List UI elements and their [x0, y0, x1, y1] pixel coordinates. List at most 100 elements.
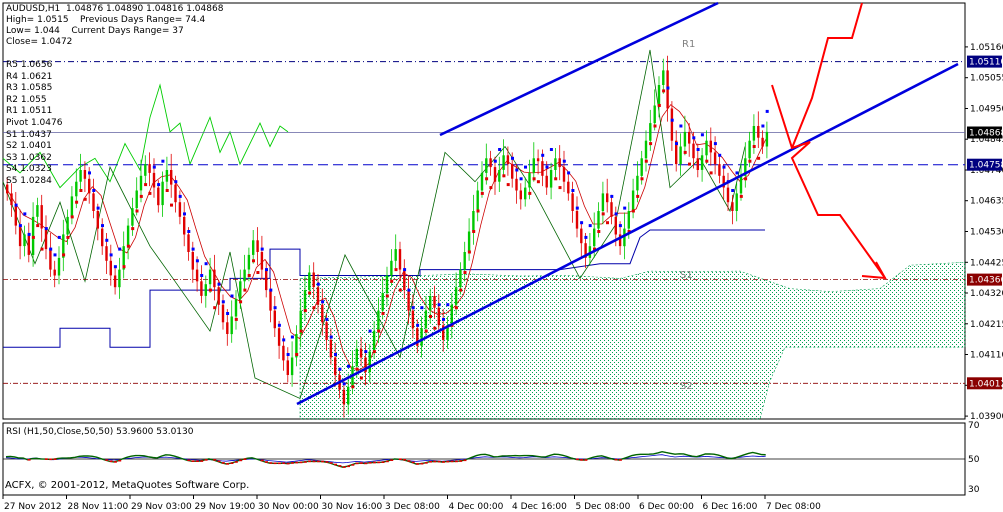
- rsi-below-mark: [424, 462, 428, 464]
- sar-dot: [683, 150, 687, 154]
- sar-dot: [429, 315, 432, 318]
- sar-dot: [385, 294, 389, 298]
- sar-dot: [66, 235, 70, 239]
- candle-body: [88, 178, 91, 194]
- sar-dot: [325, 317, 329, 321]
- sar-dot: [584, 235, 588, 239]
- rsi-below-mark: [221, 462, 225, 464]
- x-tick-label: 4 Dec 00:00: [449, 502, 504, 512]
- high-line: High= 1.0515 Previous Days Range= 74.4: [6, 15, 206, 25]
- sar-dot: [88, 171, 91, 175]
- candle-body: [437, 307, 440, 326]
- sar-dot: [27, 232, 31, 236]
- rsi-below-mark: [49, 458, 53, 461]
- candle-body: [398, 249, 402, 270]
- candle-body: [567, 181, 570, 194]
- candle-body: [662, 70, 665, 85]
- rsi-below-mark: [105, 459, 109, 461]
- candle-body: [515, 178, 518, 191]
- candle-body: [394, 249, 397, 261]
- candle-body: [420, 328, 423, 346]
- sar-dot: [549, 148, 553, 151]
- sar-dot: [256, 271, 260, 274]
- price-tag-box: [967, 158, 1002, 171]
- sar-dot: [113, 265, 117, 269]
- candle-body: [480, 172, 484, 191]
- sar-dot: [502, 174, 506, 178]
- candle-body: [256, 240, 259, 252]
- y-tick-label: 1.04530: [970, 228, 1003, 238]
- sar-dot: [515, 168, 519, 172]
- rsi-below-mark: [325, 461, 329, 463]
- candle-body: [472, 211, 475, 232]
- candle-body: [407, 290, 410, 311]
- sar-dot: [290, 335, 294, 339]
- sar-dot: [148, 191, 152, 195]
- rsi-below-mark: [195, 460, 199, 462]
- sar-dot: [739, 194, 743, 198]
- sar-dot: [390, 279, 394, 283]
- candle-body: [532, 158, 535, 173]
- candle-body: [761, 137, 764, 147]
- rsi-below-mark: [338, 465, 342, 467]
- rsi-below-mark: [433, 460, 437, 463]
- candle-body: [571, 193, 574, 211]
- sar-dot: [44, 227, 48, 231]
- sar-dot: [165, 189, 169, 192]
- candle-body: [748, 140, 751, 159]
- price-tag-box: [967, 273, 1002, 286]
- candle-body: [70, 196, 74, 217]
- sar-dot: [303, 309, 307, 313]
- candle-body: [575, 211, 579, 229]
- candle-body: [62, 234, 65, 258]
- candle-body: [122, 246, 125, 270]
- rsi-below-mark: [381, 461, 385, 463]
- sar-dot: [575, 206, 579, 210]
- sar-dot: [588, 224, 592, 228]
- rsi-below-mark: [282, 462, 286, 464]
- s2-label: S2: [680, 381, 693, 392]
- rsi-below-mark: [316, 460, 320, 463]
- sar-dot: [377, 329, 381, 333]
- sar-dot: [511, 156, 514, 160]
- candle-body: [744, 158, 747, 176]
- candle-body: [610, 202, 613, 217]
- candle-body: [593, 228, 596, 247]
- sar-dot: [273, 306, 277, 310]
- sar-dot: [213, 306, 217, 310]
- candle-body: [558, 158, 561, 168]
- sar-dot: [476, 209, 480, 213]
- candle-body: [247, 254, 251, 270]
- candle-body: [545, 175, 548, 188]
- sar-dot: [700, 133, 704, 137]
- candle-body: [705, 140, 708, 156]
- candle-body: [536, 158, 540, 162]
- sar-dot: [636, 194, 640, 198]
- candle-body: [92, 193, 95, 211]
- sar-dot: [183, 212, 186, 216]
- rsi-below-mark: [454, 460, 458, 463]
- y-tick-label: 1.03900: [970, 412, 1003, 422]
- rsi-below-mark: [234, 461, 238, 463]
- candle-body: [286, 360, 289, 375]
- candle-body: [96, 211, 99, 229]
- sar-dot: [334, 353, 337, 356]
- candle-body: [498, 170, 501, 182]
- candle-body: [18, 225, 22, 247]
- candle-body: [653, 105, 656, 124]
- sar-dot: [40, 247, 44, 251]
- candle-body: [416, 328, 419, 346]
- candle-body: [688, 131, 691, 144]
- sar-dot: [662, 89, 666, 93]
- rsi-below-mark: [334, 463, 337, 466]
- sar-dot: [480, 191, 484, 195]
- candle-body: [316, 287, 320, 305]
- y-tick-label: 1.04110: [970, 351, 1003, 361]
- candles: [6, 55, 769, 418]
- sar-dot: [618, 224, 622, 228]
- sar-dot: [342, 382, 346, 386]
- sar-dot: [351, 385, 355, 389]
- candle-body: [649, 123, 652, 141]
- sar-dot: [62, 253, 66, 257]
- candle-body: [450, 304, 453, 326]
